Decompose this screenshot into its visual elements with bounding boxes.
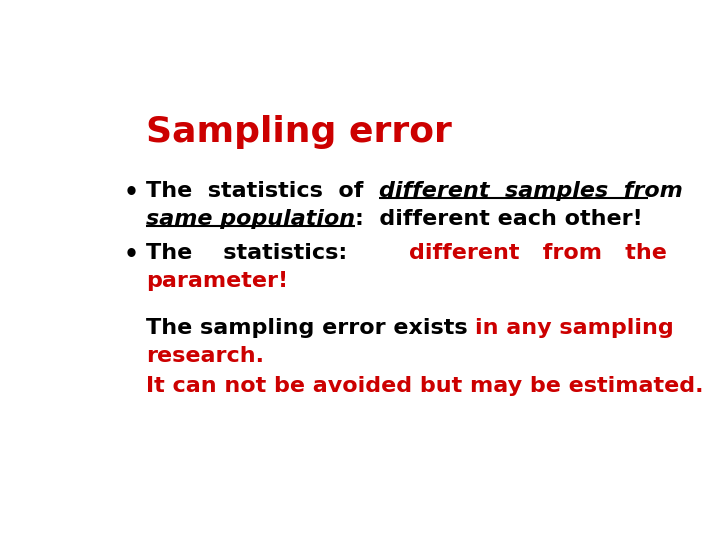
Text: :  different each other!: : different each other!	[355, 209, 643, 229]
Text: •: •	[124, 243, 138, 267]
Text: different   from   the: different from the	[409, 243, 667, 263]
Text: •: •	[124, 181, 138, 205]
Text: It can not be avoided but may be estimated.: It can not be avoided but may be estimat…	[145, 376, 703, 396]
Text: in any sampling: in any sampling	[475, 319, 674, 339]
Text: parameter!: parameter!	[145, 271, 288, 291]
Text: same population: same population	[145, 209, 355, 229]
Text: The    statistics:: The statistics:	[145, 243, 409, 263]
Text: The  statistics  of: The statistics of	[145, 181, 379, 201]
Text: different  samples  from: different samples from	[379, 181, 683, 201]
Text: research.: research.	[145, 347, 264, 367]
Text: The sampling error exists: The sampling error exists	[145, 319, 475, 339]
Text: Sampling error: Sampling error	[145, 114, 451, 148]
